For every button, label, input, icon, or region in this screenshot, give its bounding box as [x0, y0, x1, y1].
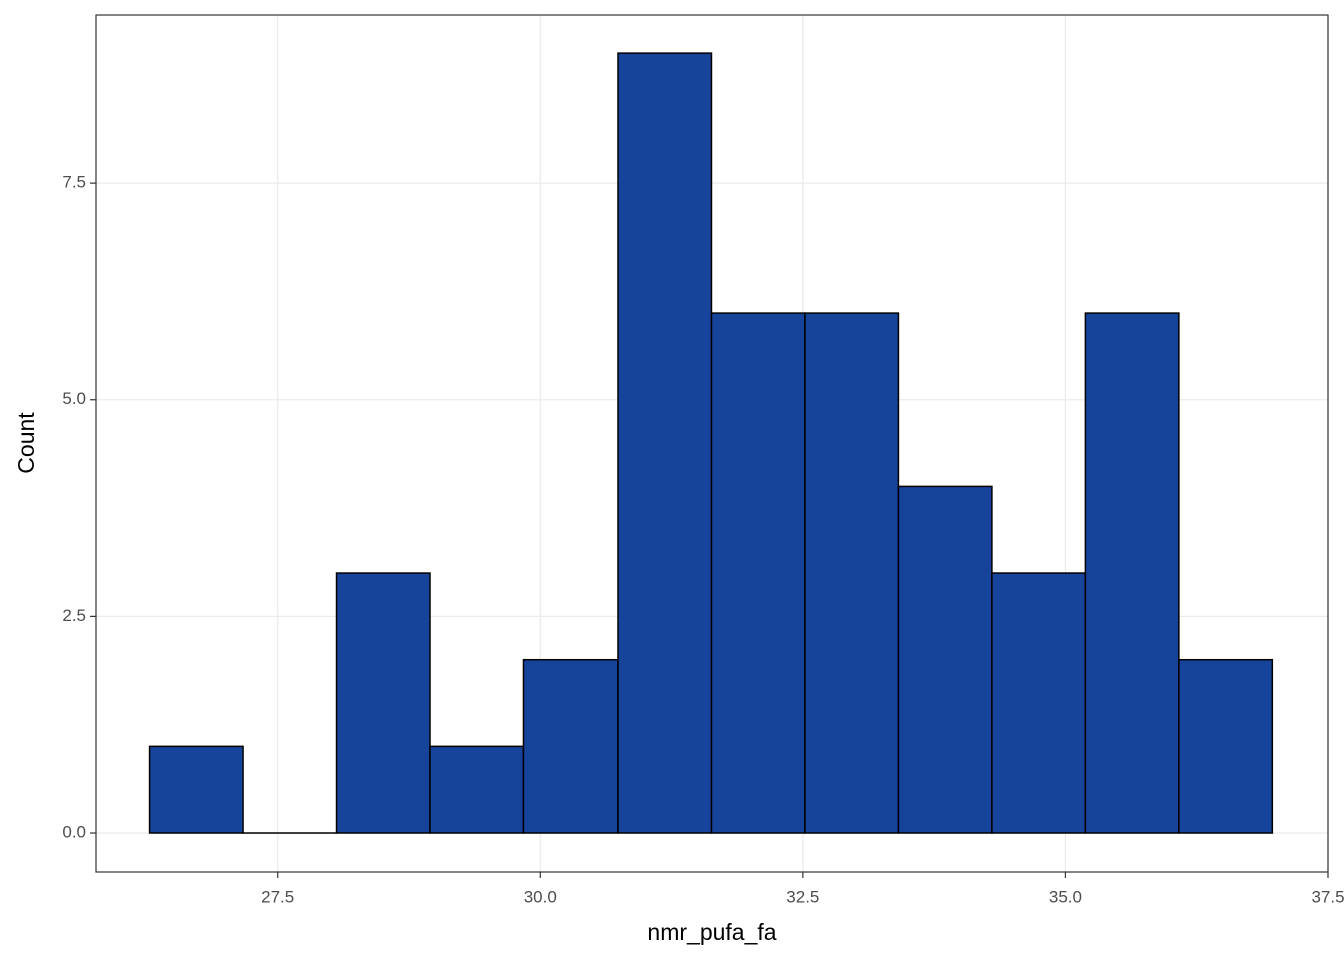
x-tick-label: 37.5	[1311, 887, 1344, 906]
bar	[897, 485, 993, 834]
bar	[1084, 312, 1180, 834]
axes: 0.0 2.5 5.0 7.5 27.5 30.0 32.5 35.0 37.5	[62, 173, 1344, 907]
bar	[1178, 658, 1274, 834]
bar	[335, 572, 431, 834]
y-tick-label: 5.0	[62, 389, 86, 408]
x-tick-label: 32.5	[786, 887, 819, 906]
x-tick-label: 35.0	[1049, 887, 1082, 906]
bar	[617, 52, 713, 834]
bar	[148, 745, 244, 834]
bar	[804, 312, 900, 834]
y-tick-label: 2.5	[62, 606, 86, 625]
y-tick-label: 7.5	[62, 173, 86, 192]
bar	[710, 312, 806, 834]
x-tick-label: 27.5	[261, 887, 294, 906]
y-tick-label: 0.0	[62, 822, 86, 841]
bar	[429, 745, 525, 834]
bar	[991, 572, 1087, 834]
panel-border	[95, 14, 1329, 873]
y-axis-title: Count	[13, 412, 39, 474]
x-tick-label: 30.0	[524, 887, 557, 906]
x-axis-title: nmr_pufa_fa	[647, 919, 776, 945]
bar	[522, 658, 619, 834]
bars	[148, 52, 1274, 834]
